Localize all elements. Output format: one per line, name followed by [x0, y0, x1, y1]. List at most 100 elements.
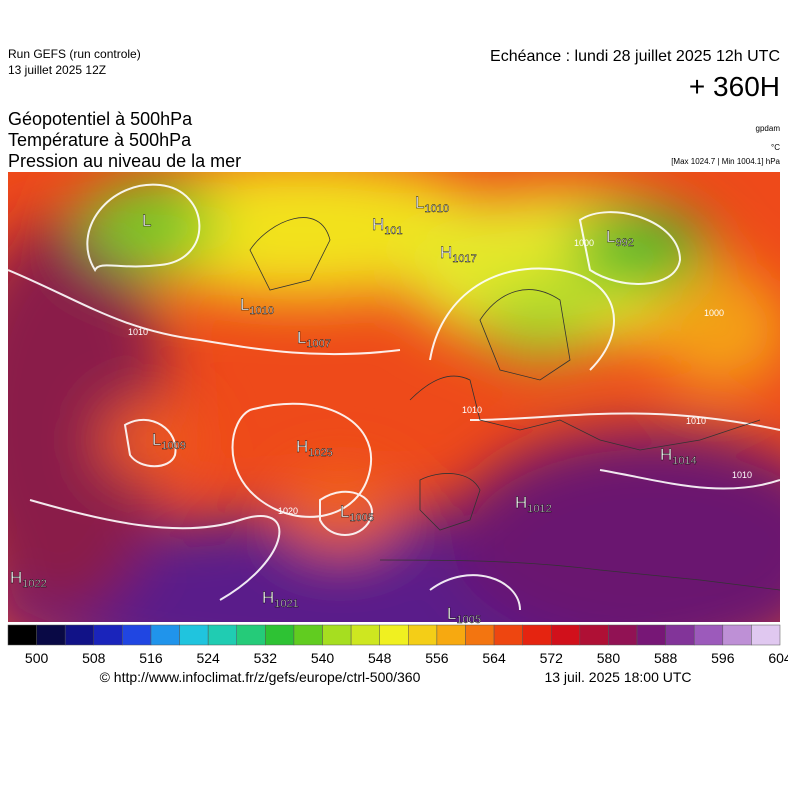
colorbar-label: 564 — [482, 650, 506, 666]
colorbar-swatch — [150, 624, 180, 646]
colorbar-swatch — [665, 624, 695, 646]
colorbar-swatch — [436, 624, 466, 646]
pressure-center: H1017 — [440, 243, 477, 265]
colorbar-swatch — [122, 624, 152, 646]
pressure-center: H1012 — [515, 493, 552, 515]
center-symbol: L — [606, 227, 615, 246]
map — [8, 172, 780, 622]
pressure-center: L1005 — [340, 502, 374, 524]
center-symbol: L — [415, 193, 424, 212]
pressure-center: L992 — [606, 227, 634, 249]
center-symbol: H — [660, 445, 672, 464]
center-value: 1010 — [424, 203, 448, 215]
center-value: 1005 — [456, 614, 480, 626]
isobar-label: 1010 — [128, 327, 148, 337]
center-symbol: H — [440, 243, 452, 262]
pressure-center: L1010 — [415, 193, 449, 215]
colorbar-swatch — [64, 624, 95, 646]
center-symbol: L — [142, 211, 151, 230]
colorbar-label: 500 — [25, 650, 49, 666]
center-value: 1014 — [672, 455, 696, 467]
colorbar-swatch — [608, 624, 638, 646]
colorbar-swatch — [751, 624, 781, 646]
center-value: 1010 — [249, 305, 273, 317]
colorbar-swatch — [465, 624, 495, 646]
colorbar-swatch — [93, 624, 123, 646]
generated-time: 13 juil. 2025 18:00 UTC — [544, 669, 691, 685]
colorbar-label: 580 — [597, 650, 621, 666]
pressure-center: H101 — [372, 215, 403, 237]
center-symbol: H — [10, 568, 22, 587]
colorbar-label: 524 — [196, 650, 220, 666]
field: Pression au niveau de la mer — [8, 151, 241, 171]
isobar-label: 1000 — [574, 238, 594, 248]
center-value: 992 — [615, 237, 633, 249]
colorbar-label: 572 — [540, 650, 564, 666]
center-value: 1007 — [306, 338, 330, 350]
isobar-label: 1010 — [686, 416, 706, 426]
lead-time: + 360H — [689, 71, 780, 102]
pressure-center: H1021 — [262, 588, 299, 610]
colorbar-swatch — [551, 624, 581, 646]
colorbar-swatch — [636, 624, 666, 646]
unit: °C — [771, 143, 780, 152]
colorbar-swatch — [322, 624, 352, 646]
colorbar-label: 532 — [254, 650, 278, 666]
isobar-label: 1020 — [278, 506, 298, 516]
colorbar-swatch — [179, 624, 209, 646]
colorbar-swatch — [408, 624, 438, 646]
colorbar-swatch — [265, 624, 295, 646]
center-symbol: L — [152, 430, 161, 449]
center-value: 1021 — [274, 598, 298, 610]
pressure-center: L — [142, 211, 151, 230]
center-value: 1005 — [349, 512, 373, 524]
center-symbol: L — [240, 295, 249, 314]
center-symbol: L — [297, 328, 306, 347]
pressure-center: L1007 — [297, 328, 331, 350]
colorbar-swatch — [722, 624, 752, 646]
center-symbol: H — [515, 493, 527, 512]
pressure-center: H1025 — [296, 437, 333, 459]
colorbar-label: 508 — [82, 650, 106, 666]
center-symbol: H — [296, 437, 308, 456]
colorbar-swatch — [579, 624, 609, 646]
unit: [Max 1024.7 | Min 1004.1] hPa — [671, 157, 780, 166]
isobar-label: 1010 — [732, 470, 752, 480]
colorbar-label: 516 — [139, 650, 163, 666]
colorbar-swatch — [493, 624, 523, 646]
center-value: 1022 — [22, 578, 46, 590]
colorbar-swatch — [379, 624, 409, 646]
colorbar-swatch — [36, 624, 66, 646]
pressure-center: L1009 — [152, 430, 186, 452]
colorbar-swatch — [522, 624, 552, 646]
colorbar-label: 548 — [368, 650, 392, 666]
colorbar-swatch — [207, 624, 237, 646]
source: © http://www.infoclimat.fr/z/gefs/europe… — [100, 669, 421, 685]
run-date: 13 juillet 2025 12Z — [8, 63, 106, 77]
center-value: 1017 — [452, 253, 476, 265]
colorbar-label: 556 — [425, 650, 449, 666]
colorbar-swatch — [7, 624, 37, 646]
center-symbol: L — [340, 502, 349, 521]
pressure-center: L1005 — [447, 604, 481, 626]
center-symbol: L — [447, 604, 456, 623]
colorbar-label: 596 — [711, 650, 735, 666]
field: Géopotentiel à 500hPa — [8, 109, 193, 129]
isobar-label: 1000 — [704, 308, 724, 318]
center-value: 1025 — [308, 447, 332, 459]
colorbar-swatch — [350, 624, 380, 646]
pressure-center: H1014 — [660, 445, 697, 467]
colorbar-swatch — [236, 624, 266, 646]
center-symbol: H — [262, 588, 274, 607]
center-value: 1012 — [527, 503, 551, 515]
colorbar-label: 604 — [768, 650, 788, 666]
center-symbol: H — [372, 215, 384, 234]
valid-time: Echéance : lundi 28 juillet 2025 12h UTC — [490, 48, 780, 65]
run: Run GEFS (run controle) — [8, 47, 141, 61]
colorbar-label: 540 — [311, 650, 335, 666]
center-value: 101 — [384, 225, 402, 237]
colorbar-swatch — [293, 624, 323, 646]
pressure-center: H1022 — [10, 568, 47, 590]
center-value: 1009 — [161, 440, 185, 452]
